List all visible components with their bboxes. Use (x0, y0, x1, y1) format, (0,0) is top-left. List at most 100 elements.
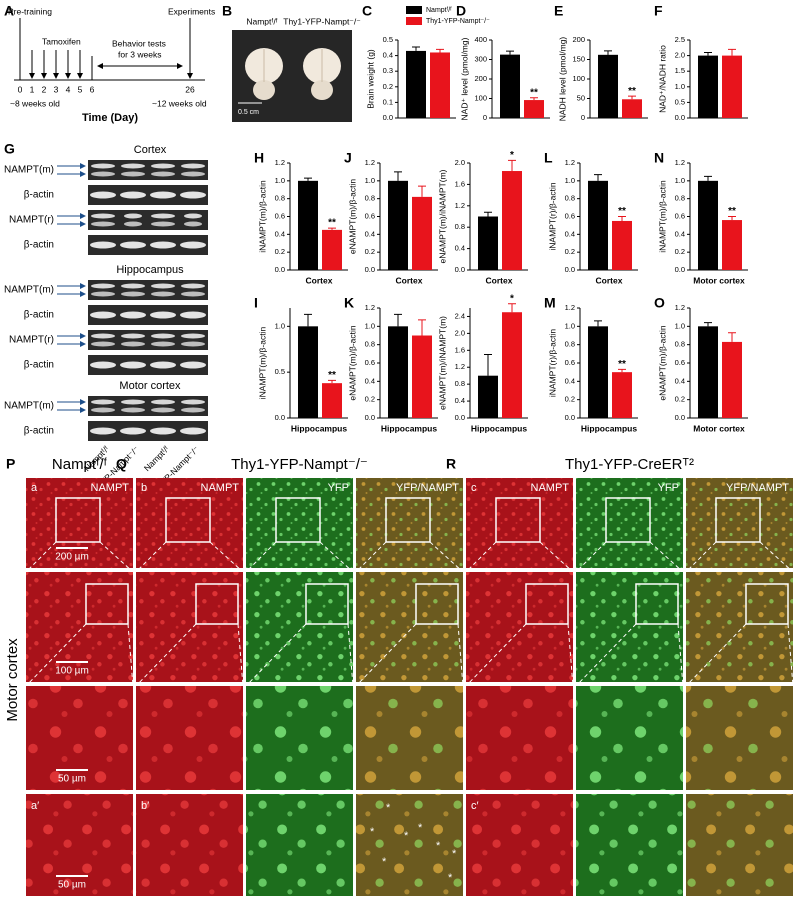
y-tick-label: 0.0 (275, 413, 285, 422)
micrograph (246, 572, 353, 682)
timeline-label: Experiments (168, 6, 215, 16)
error-bar (508, 159, 516, 172)
micrograph (136, 794, 243, 896)
inset-box (195, 583, 239, 625)
y-tick-label: 1.2 (565, 303, 575, 312)
scale-label: 100 µm (55, 666, 89, 677)
inset-line (677, 623, 684, 687)
y-axis-label: eNAMPT(m)/β-actin (347, 179, 357, 255)
y-tick-label: 400 (474, 35, 487, 44)
y-tick-label: 0.6 (365, 211, 375, 220)
panel-letter: L (544, 150, 553, 166)
bar (406, 50, 426, 118)
error-bar (418, 319, 426, 336)
y-tick-label: 0.8 (455, 379, 465, 388)
bar (430, 52, 450, 119)
timeline-day: 2 (42, 84, 47, 94)
blot-band (121, 333, 145, 339)
micrograph (466, 478, 573, 568)
channel-label: YFP (328, 482, 349, 494)
inset-line (135, 623, 197, 687)
x-axis-label: Cortex (306, 275, 333, 285)
y-axis-label: iNAMPT(r)/β-actin (547, 182, 557, 250)
y-tick-label: 0.5 (675, 97, 685, 106)
blot-title: Hippocampus (116, 264, 184, 276)
inset-line (567, 623, 574, 687)
micrograph (686, 686, 793, 790)
y-tick-label: 0.4 (565, 229, 575, 238)
blot-band (151, 407, 175, 413)
blot-band (151, 171, 175, 177)
brain (253, 80, 275, 100)
timeline-label: Pre-training (8, 6, 52, 16)
cell-marker: * (382, 856, 387, 868)
blot-band (180, 311, 206, 319)
error-bar (594, 174, 602, 181)
inset-line (347, 623, 354, 687)
y-tick-label: 0.8 (565, 340, 575, 349)
photo-label: Namptᶠ/ᶠ (246, 16, 277, 26)
error-bar (628, 95, 636, 100)
bar (322, 229, 342, 270)
blot-band (90, 361, 116, 369)
blot-band (91, 163, 115, 169)
blot (88, 305, 208, 325)
panel-tag: b (141, 482, 147, 494)
error-bar (704, 175, 712, 181)
y-tick-label: 0.4 (455, 396, 465, 405)
error-bar (704, 51, 712, 56)
y-tick-label: 2.0 (455, 158, 465, 167)
blot-band (121, 399, 145, 405)
y-tick-label: 1.0 (565, 321, 575, 330)
x-axis-label: Cortex (596, 275, 623, 285)
cell-marker: * (418, 822, 423, 834)
blot (88, 185, 208, 205)
micrograph (576, 572, 683, 682)
bar (388, 180, 408, 270)
y-axis-label: NADH level (pmol/mg) (557, 37, 567, 122)
significance: ** (530, 87, 538, 98)
blot-row-label: β-actin (24, 190, 54, 201)
micrograph (466, 572, 573, 682)
bar (612, 220, 632, 270)
y-tick-label: 0.8 (365, 340, 375, 349)
y-tick-label: 1.5 (675, 66, 685, 75)
inset-line (99, 541, 134, 573)
x-axis-label: Cortex (396, 275, 423, 285)
panel-tag: b′ (141, 800, 149, 812)
blot (88, 235, 208, 255)
y-tick-label: 1.6 (455, 345, 465, 354)
y-axis-label: NAD⁺/NADH ratio (657, 45, 667, 113)
blot-row-label: β-actin (24, 310, 54, 321)
y-tick-label: 1.2 (365, 303, 375, 312)
y-tick-label: 0.2 (365, 247, 375, 256)
side-label: Motor cortex (4, 638, 21, 722)
error-bar (728, 332, 736, 342)
y-tick-label: 0.0 (365, 413, 375, 422)
inset-box (275, 497, 321, 543)
blot-row-label: NAMPT(m) (4, 285, 54, 296)
group-title: Namptᶠ/ᶠ (52, 456, 108, 473)
y-tick-label: 0.4 (455, 244, 465, 253)
channel-label: NAMPT (201, 482, 240, 494)
y-tick-label: 0.4 (675, 229, 685, 238)
blot-band (151, 163, 175, 169)
bar (722, 341, 742, 418)
blot-band (180, 241, 206, 249)
timeline-title: Time (Day) (82, 112, 138, 124)
y-tick-label: 0.6 (675, 211, 685, 220)
panel-letter: R (446, 456, 456, 472)
panel-letter: G (4, 141, 15, 157)
blot-band (120, 311, 146, 319)
y-tick-label: 0.8 (365, 194, 375, 203)
y-tick-label: 0 (483, 113, 487, 122)
y-tick-label: 1.2 (455, 362, 465, 371)
timeline-label: ~12 weeks old (152, 98, 207, 108)
bar (298, 326, 318, 418)
blot-band (181, 399, 205, 405)
inset-box (605, 497, 651, 543)
bar (698, 326, 718, 418)
brain (311, 80, 333, 100)
timeline-day: 4 (66, 84, 71, 94)
timeline-label: for 3 weeks (118, 49, 161, 59)
